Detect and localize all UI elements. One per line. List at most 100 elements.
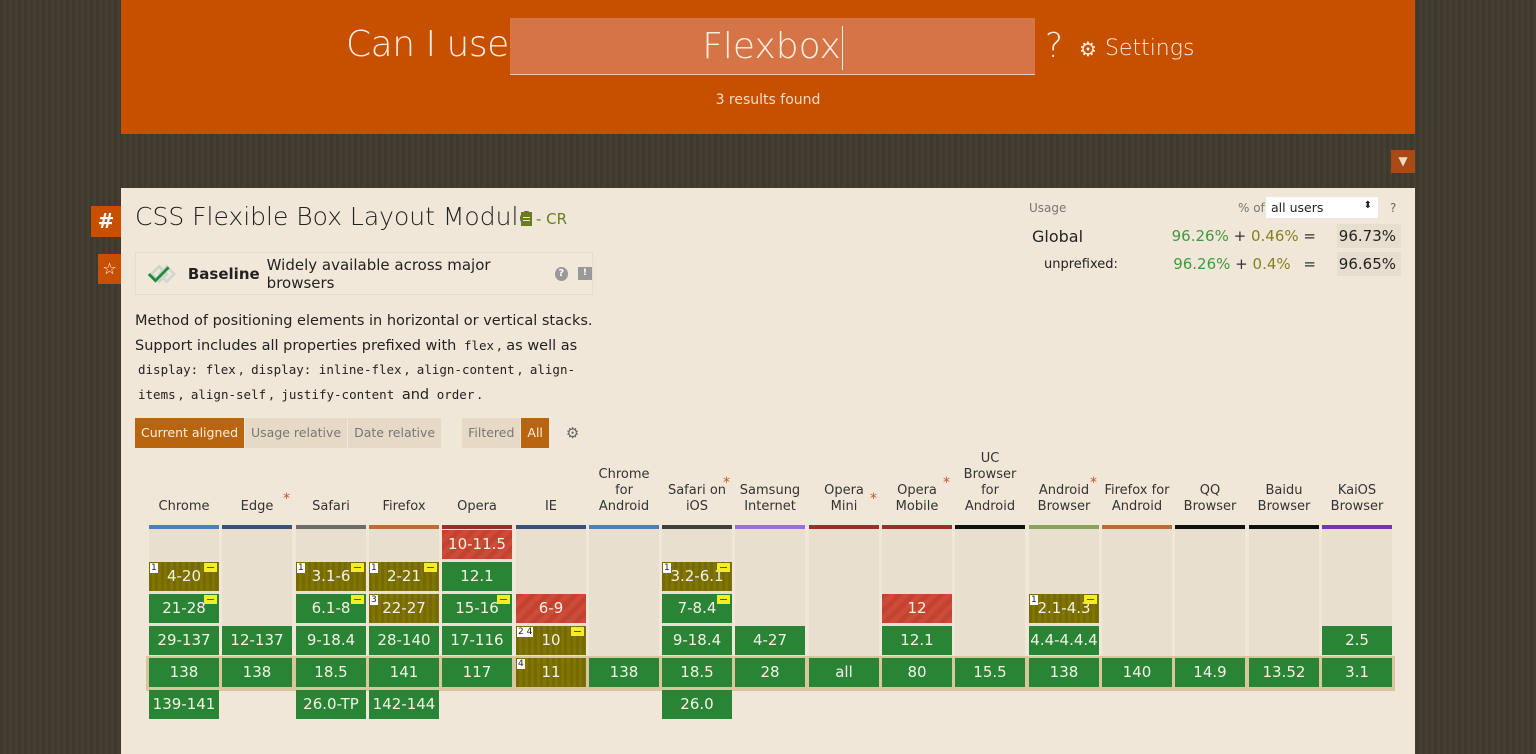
- support-cell[interactable]: 138: [1029, 658, 1099, 687]
- support-cell[interactable]: 142-144: [369, 690, 439, 719]
- usage-scope-select[interactable]: all users ⬍: [1266, 197, 1378, 218]
- version-range: 3.1-6: [311, 567, 351, 585]
- prefix-required-icon: [351, 563, 364, 572]
- support-cell[interactable]: all: [809, 658, 879, 687]
- browser-color-bar: [1322, 525, 1392, 529]
- comma: ,: [238, 362, 244, 378]
- browser-header-opera-mini[interactable]: Opera Mini *: [809, 455, 879, 521]
- browser-header-samsung-internet[interactable]: Samsung Internet: [735, 455, 805, 521]
- browser-header-qq-browser[interactable]: QQ Browser: [1175, 455, 1245, 521]
- support-cell[interactable]: 18.5: [296, 658, 366, 687]
- support-cell[interactable]: 3.2-6.1 1: [662, 562, 732, 591]
- support-cell[interactable]: 138: [149, 658, 219, 687]
- search-input[interactable]: Flexbox: [510, 18, 1035, 75]
- browser-header-edge[interactable]: Edge *: [222, 455, 292, 521]
- prefix-required-icon: [717, 595, 730, 604]
- version-range: 9-18.4: [306, 631, 356, 649]
- support-cell[interactable]: 28: [735, 658, 805, 687]
- version-range: 4-27: [752, 631, 788, 649]
- browser-header-safari-on-ios[interactable]: Safari on iOS *: [662, 455, 732, 521]
- support-cell[interactable]: 2.1-4.3 1: [1029, 594, 1099, 623]
- help-icon[interactable]: ?: [554, 266, 568, 281]
- browser-color-bar: [589, 525, 659, 529]
- browser-header-opera-mobile[interactable]: Opera Mobile *: [882, 455, 952, 521]
- tab-date-relative[interactable]: Date relative: [348, 418, 442, 448]
- browser-color-bar: [369, 525, 439, 529]
- support-cell[interactable]: 9-18.4: [662, 626, 732, 655]
- support-cell[interactable]: 3.1: [1322, 658, 1392, 687]
- support-cell[interactable]: 138: [222, 658, 292, 687]
- support-cell[interactable]: 2-21 1: [369, 562, 439, 591]
- tab-all[interactable]: All: [521, 418, 549, 448]
- support-cell[interactable]: 15-16: [442, 594, 512, 623]
- browser-header-chrome[interactable]: Chrome: [149, 455, 219, 521]
- spec-status-link[interactable]: - CR: [521, 210, 567, 228]
- support-cell[interactable]: 10 2 4: [516, 626, 586, 655]
- support-cell[interactable]: 4.4-4.4.4: [1029, 626, 1099, 655]
- browser-name: Firefox for Android: [1104, 483, 1170, 514]
- support-cell[interactable]: 141: [369, 658, 439, 687]
- support-cell[interactable]: 139-141: [149, 690, 219, 719]
- comma: ,: [269, 386, 274, 403]
- support-cell[interactable]: 6.1-8: [296, 594, 366, 623]
- support-cell[interactable]: 26.0-TP: [296, 690, 366, 719]
- usage-help[interactable]: ?: [1390, 201, 1397, 215]
- tab-filtered[interactable]: Filtered: [462, 418, 521, 448]
- support-cell[interactable]: 9-18.4: [296, 626, 366, 655]
- browser-header-android-browser[interactable]: Android Browser *: [1029, 455, 1099, 521]
- support-cell[interactable]: 138: [589, 658, 659, 687]
- support-cell[interactable]: 28-140: [369, 626, 439, 655]
- support-cell[interactable]: 7-8.4: [662, 594, 732, 623]
- support-cell[interactable]: 11 4: [516, 658, 586, 687]
- browser-header-firefox[interactable]: Firefox: [369, 455, 439, 521]
- support-cell[interactable]: 12.1: [442, 562, 512, 591]
- browser-header-baidu-browser[interactable]: Baidu Browser: [1249, 455, 1319, 521]
- support-cell[interactable]: 12-137: [222, 626, 292, 655]
- browser-header-chrome-for-android[interactable]: Chrome for Android: [589, 455, 659, 521]
- support-cell[interactable]: 6-9: [516, 594, 586, 623]
- support-cell[interactable]: 4-27: [735, 626, 805, 655]
- support-cell[interactable]: 18.5: [662, 658, 732, 687]
- browser-color-bar: [296, 525, 366, 529]
- tab-usage-relative[interactable]: Usage relative: [245, 418, 348, 448]
- browser-header-kaios-browser[interactable]: KaiOS Browser: [1322, 455, 1392, 521]
- tab-current-aligned[interactable]: Current aligned: [135, 418, 245, 448]
- version-range: 11: [541, 663, 561, 681]
- baseline-check-icon: [147, 263, 177, 284]
- comma: ,: [404, 362, 410, 378]
- support-cell[interactable]: 15.5: [955, 658, 1025, 687]
- table-settings-gear-icon[interactable]: ⚙: [565, 424, 580, 442]
- support-cell[interactable]: 21-28: [149, 594, 219, 623]
- note-asterisk-icon: *: [723, 475, 730, 491]
- support-cell[interactable]: 26.0: [662, 690, 732, 719]
- support-cell[interactable]: 29-137: [149, 626, 219, 655]
- feedback-icon[interactable]: !: [577, 267, 592, 280]
- support-cell[interactable]: 12: [882, 594, 952, 623]
- support-cell[interactable]: 10-11.5: [442, 530, 512, 559]
- support-cell[interactable]: 3.1-6 1: [296, 562, 366, 591]
- support-cell[interactable]: 12.1: [882, 626, 952, 655]
- browser-header-ie[interactable]: IE: [516, 455, 586, 521]
- support-cell[interactable]: 22-27 3: [369, 594, 439, 623]
- prefix-required-icon: [1084, 595, 1097, 604]
- browser-header-safari[interactable]: Safari: [296, 455, 366, 521]
- browser-header-firefox-for-android[interactable]: Firefox for Android: [1102, 455, 1172, 521]
- version-range: 2-21: [386, 567, 422, 585]
- favorite-button[interactable]: ☆: [98, 254, 121, 284]
- support-cell[interactable]: 117: [442, 658, 512, 687]
- support-cell[interactable]: 13.52: [1249, 658, 1319, 687]
- filter-button[interactable]: ▼: [1391, 150, 1415, 173]
- support-cell[interactable]: 14.9: [1175, 658, 1245, 687]
- support-cell[interactable]: 17-116: [442, 626, 512, 655]
- settings-button[interactable]: ⚙ Settings: [1079, 36, 1194, 61]
- browser-header-opera[interactable]: Opera: [442, 455, 512, 521]
- support-cell[interactable]: 140: [1102, 658, 1172, 687]
- view-tabs: Current aligned Usage relative Date rela…: [135, 418, 579, 448]
- support-cell[interactable]: 80: [882, 658, 952, 687]
- permalink-button[interactable]: #: [91, 206, 121, 237]
- support-cell[interactable]: 4-20 1: [149, 562, 219, 591]
- prefix-required-icon: [717, 563, 730, 572]
- support-cell[interactable]: 2.5: [1322, 626, 1392, 655]
- browser-header-uc-browser-for-android[interactable]: UC Browser for Android: [955, 451, 1025, 521]
- code-justify-content: justify-content: [281, 386, 395, 402]
